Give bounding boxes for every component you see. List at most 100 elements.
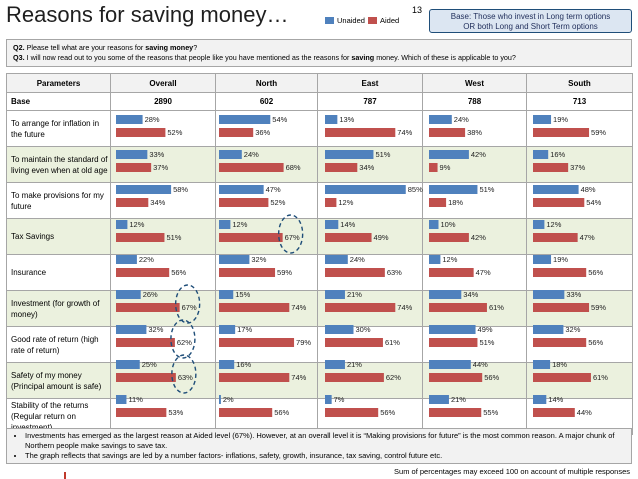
- highlight-ellipse: [171, 354, 197, 394]
- category-label: Investment (for growth of money): [6, 290, 111, 327]
- bar-aided: [219, 338, 295, 347]
- data-label: 24%: [244, 150, 259, 159]
- bar-unaided: [429, 185, 478, 194]
- bar-aided: [325, 268, 385, 277]
- data-label: 47%: [580, 233, 595, 242]
- data-label: 62%: [177, 338, 192, 347]
- bar-unaided: [219, 255, 250, 264]
- data-label: 11%: [128, 395, 143, 404]
- bar-aided: [325, 198, 337, 207]
- data-label: 32%: [565, 325, 580, 334]
- data-label: 12%: [546, 220, 561, 229]
- data-label: 9%: [440, 163, 451, 172]
- base-note: Base: Those who invest in Long term opti…: [429, 9, 632, 33]
- q2-text: Please tell what are your reasons for: [24, 43, 146, 52]
- bar-aided: [116, 198, 149, 207]
- legend-label-unaided: Unaided: [337, 15, 365, 25]
- data-label: 59%: [591, 128, 606, 137]
- data-label: 56%: [588, 268, 603, 277]
- data-label: 67%: [182, 303, 197, 312]
- bar-unaided: [219, 395, 221, 404]
- bar-aided: [429, 268, 474, 277]
- base-note-line-1: Base: Those who invest in Long term opti…: [450, 12, 611, 21]
- bar-unaided: [429, 255, 441, 264]
- data-label: 16%: [236, 360, 251, 369]
- data-label: 15%: [235, 290, 250, 299]
- note-item: The graph reflects that savings are led …: [25, 451, 627, 461]
- data-label: 19%: [553, 255, 568, 264]
- bar-aided: [116, 268, 170, 277]
- bar-unaided: [116, 290, 141, 299]
- data-label: 79%: [296, 338, 311, 347]
- data-label: 34%: [359, 163, 374, 172]
- data-label: 47%: [266, 185, 281, 194]
- bar-aided: [219, 408, 273, 417]
- bar-aided: [325, 303, 396, 312]
- bar-aided: [429, 408, 482, 417]
- data-label: 56%: [380, 408, 395, 417]
- bar-aided: [533, 163, 569, 172]
- bar-aided: [116, 163, 152, 172]
- data-label: 32%: [251, 255, 266, 264]
- data-label: 19%: [553, 115, 568, 124]
- bar-aided: [116, 373, 176, 382]
- category-label: To arrange for inflation in the future: [6, 110, 111, 147]
- bar-aided: [429, 233, 469, 242]
- data-label: 21%: [451, 395, 466, 404]
- table-header-row: Parameters Overall North East West South: [6, 73, 633, 93]
- data-label: 42%: [471, 233, 486, 242]
- bar-aided: [429, 128, 466, 137]
- bar-aided: [429, 303, 487, 312]
- bar-unaided: [325, 115, 338, 124]
- bar-unaided: [325, 325, 354, 334]
- data-label: 16%: [550, 150, 565, 159]
- data-label: 12%: [442, 255, 457, 264]
- question-q3: Q3. I will now read out to you some of t…: [13, 53, 631, 63]
- q3-bold: saving: [351, 53, 375, 62]
- bar-unaided: [219, 220, 231, 229]
- bar-unaided: [533, 360, 551, 369]
- data-label: 63%: [178, 373, 193, 382]
- note-item: Investments has emerged as the largest r…: [25, 431, 627, 451]
- data-label: 74%: [397, 128, 412, 137]
- data-label: 33%: [566, 290, 581, 299]
- bar-unaided: [116, 325, 147, 334]
- data-label: 13%: [339, 115, 354, 124]
- data-label: 51%: [166, 233, 181, 242]
- data-label: 74%: [397, 303, 412, 312]
- bar-unaided: [116, 255, 137, 264]
- data-label: 54%: [272, 115, 287, 124]
- data-label: 74%: [291, 373, 306, 382]
- bar-unaided: [219, 185, 264, 194]
- highlight-ellipse: [170, 319, 196, 359]
- header-parameters: Parameters: [6, 73, 111, 93]
- bar-unaided: [429, 290, 462, 299]
- data-label: 67%: [285, 233, 300, 242]
- question-box: Q2. Please tell what are your reasons fo…: [6, 39, 632, 67]
- data-label: 10%: [441, 220, 456, 229]
- data-label: 55%: [483, 408, 498, 417]
- bar-aided: [325, 338, 383, 347]
- data-label: 51%: [479, 185, 494, 194]
- base-value: 713: [526, 92, 633, 111]
- data-label: 85%: [408, 185, 423, 194]
- data-label: 7%: [334, 395, 345, 404]
- data-label: 74%: [291, 303, 306, 312]
- data-label: 59%: [591, 303, 606, 312]
- bar-unaided: [219, 115, 271, 124]
- data-label: 56%: [171, 268, 186, 277]
- data-label: 34%: [150, 198, 165, 207]
- bar-aided: [116, 408, 167, 417]
- bar-aided: [219, 373, 290, 382]
- data-label: 14%: [548, 395, 563, 404]
- data-label: 47%: [476, 268, 491, 277]
- q2-end: ?: [193, 43, 198, 52]
- data-label: 51%: [479, 338, 494, 347]
- legend-label-aided: Aided: [380, 15, 400, 25]
- bar-unaided: [429, 150, 469, 159]
- data-label: 24%: [350, 255, 365, 264]
- data-label: 49%: [374, 233, 389, 242]
- header-segment: Overall: [110, 73, 216, 93]
- data-label: 18%: [448, 198, 463, 207]
